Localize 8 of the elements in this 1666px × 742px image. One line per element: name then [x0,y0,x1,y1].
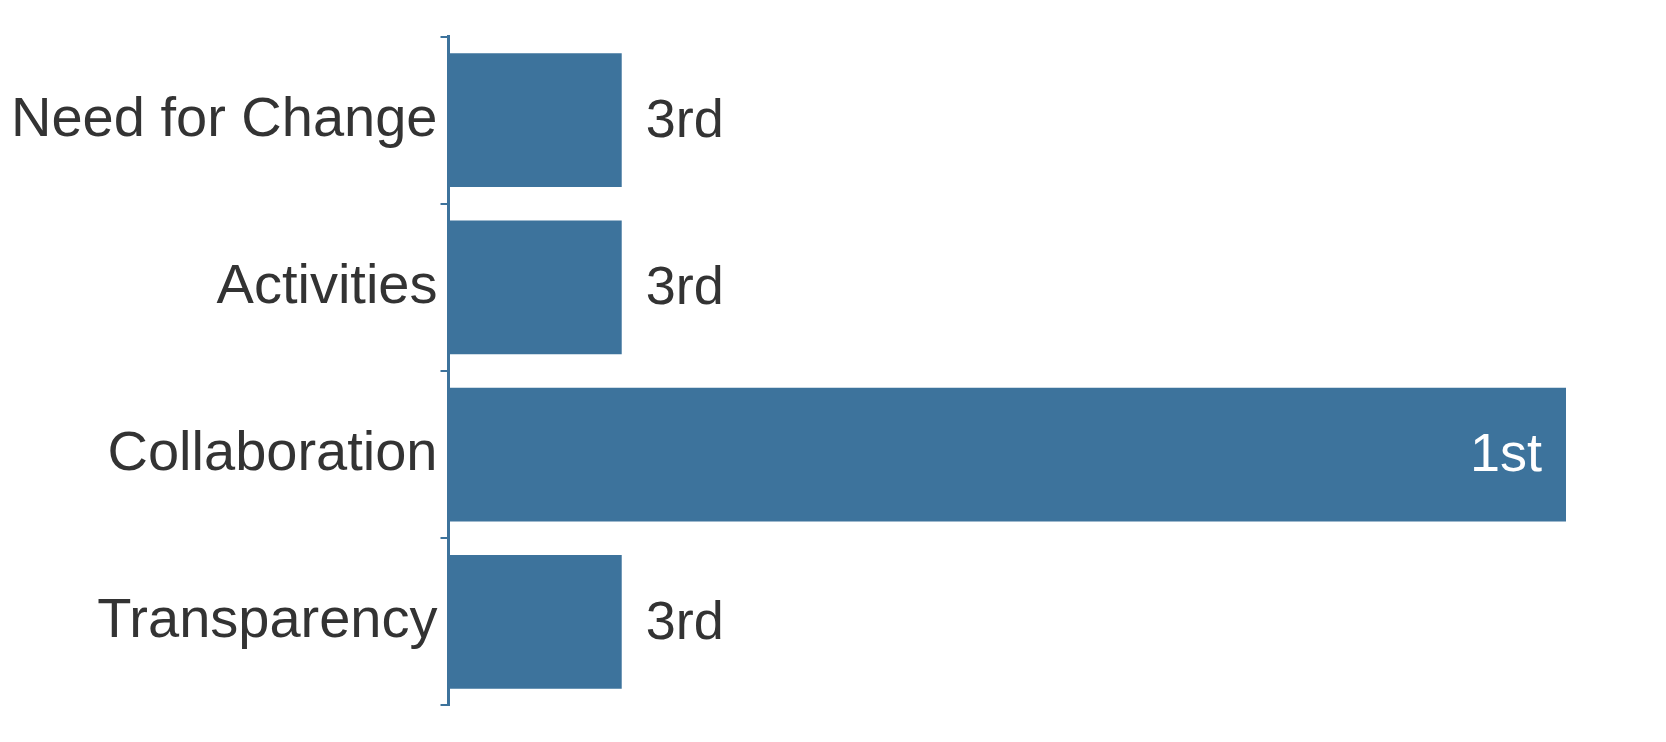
annotation: 1st [1469,422,1542,483]
annotation: 3rd [645,88,724,149]
y-tick-label: Need for Change [10,84,438,148]
y-tick-label: Activities [216,251,438,315]
annotation: 3rd [645,589,724,650]
annotation: 3rd [645,255,724,316]
y-tick-label: Collaboration [107,419,438,483]
y-tick-label: Transparency [97,586,438,650]
